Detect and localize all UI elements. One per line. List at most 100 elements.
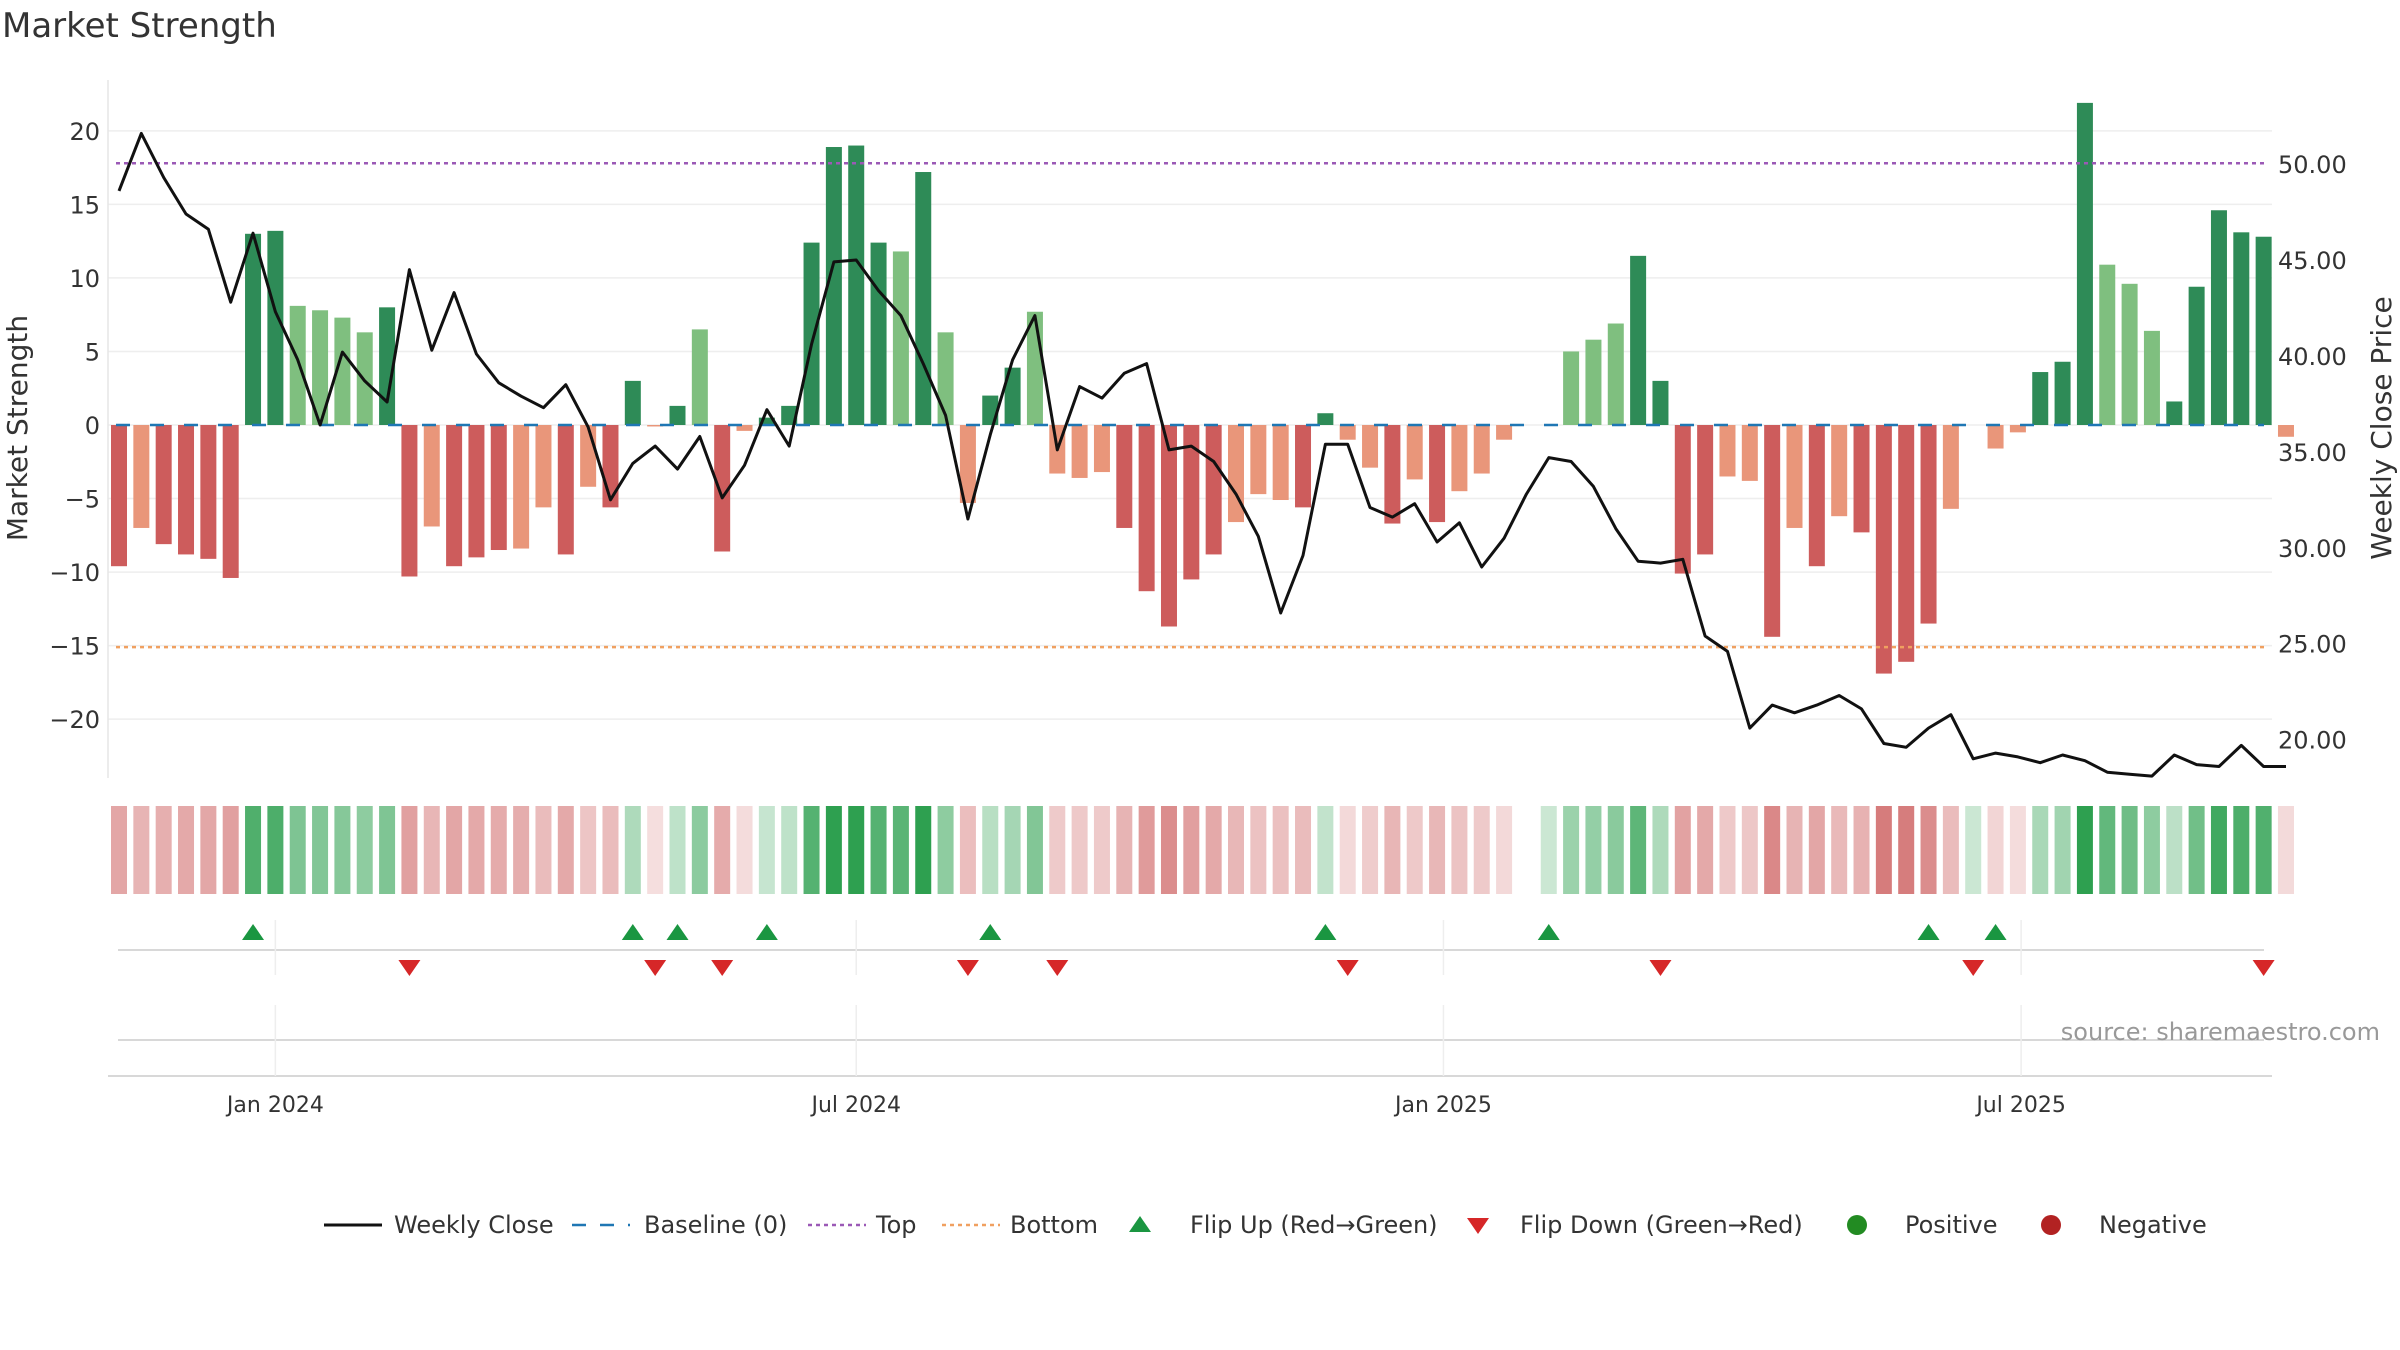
flip-down-marker: [956, 960, 979, 976]
y-tick-right-label: 40.00: [2278, 343, 2347, 371]
strength-bar: [803, 242, 820, 425]
x-tick-label: Jan 2025: [1393, 1093, 1492, 1118]
y-tick-left-label: 20: [69, 118, 100, 146]
heat-band-cell: [1071, 806, 1088, 894]
heat-band-cell: [1026, 806, 1043, 894]
strength-bar: [2054, 361, 2071, 425]
strength-bar: [825, 147, 842, 425]
heat-band-cell: [937, 806, 954, 894]
x-tick-label: Jul 2024: [809, 1093, 901, 1118]
heat-band-cell: [1563, 806, 1580, 894]
heat-band-cell: [1719, 806, 1736, 894]
flip-up-marker: [979, 924, 1002, 940]
heat-band-cell: [1272, 806, 1289, 894]
y-tick-left-label: 5: [85, 338, 100, 366]
strength-bar: [1451, 425, 1468, 492]
strength-bar: [1808, 425, 1825, 567]
strength-bar: [1205, 425, 1222, 555]
heat-band-cell: [870, 806, 887, 894]
legend-swatch-flip-up: [1129, 1216, 1151, 1232]
strength-bar: [1473, 425, 1490, 474]
strength-bar: [1875, 425, 1892, 674]
strength-bar: [1831, 425, 1848, 517]
y-tick-right-label: 45.00: [2278, 247, 2347, 275]
heat-band-cell: [1630, 806, 1647, 894]
y-tick-left-label: −20: [49, 706, 100, 734]
heat-band-cell: [155, 806, 172, 894]
heat-band-cell: [2255, 806, 2272, 894]
strength-bar: [557, 425, 574, 555]
flip-down-marker: [398, 960, 421, 976]
heat-band-cell: [1875, 806, 1892, 894]
heat-band-cell: [892, 806, 909, 894]
heat-band-cell: [513, 806, 530, 894]
y-tick-right-label: 20.00: [2278, 727, 2347, 755]
strength-bar: [691, 329, 708, 425]
strength-bar: [1987, 425, 2004, 449]
y-tick-left-label: 0: [85, 412, 100, 440]
strength-bar: [848, 145, 865, 425]
strength-bar: [289, 305, 306, 425]
legend-label: Weekly Close: [394, 1211, 554, 1239]
strength-bar: [1741, 425, 1758, 481]
strength-bar: [513, 425, 530, 549]
heat-band-cell: [803, 806, 820, 894]
heat-band-cell: [1116, 806, 1133, 894]
strength-bar: [1183, 425, 1200, 580]
y-tick-right-label: 30.00: [2278, 535, 2347, 563]
strength-bar: [1630, 255, 1647, 425]
heat-band-cell: [669, 806, 686, 894]
heat-band-cell: [1183, 806, 1200, 894]
strength-bar: [781, 405, 798, 425]
heat-band-cell: [1384, 806, 1401, 894]
strength-bar: [580, 425, 597, 487]
y-tick-left-label: 15: [69, 191, 100, 219]
heat-band-cell: [111, 806, 127, 894]
heat-band-cell: [133, 806, 150, 894]
y-tick-left-label: −5: [65, 486, 100, 514]
strength-bar: [468, 425, 485, 558]
strength-bar: [2143, 330, 2160, 425]
y-tick-left-label: −10: [49, 559, 100, 587]
heat-band-cell: [312, 806, 329, 894]
heat-band-cell: [1451, 806, 1468, 894]
strength-bar: [1898, 425, 1915, 662]
strength-bar: [155, 425, 172, 545]
strength-bar: [312, 310, 329, 425]
heat-band-cell: [1920, 806, 1937, 894]
heat-band-cell: [423, 806, 440, 894]
heat-band-cell: [289, 806, 306, 894]
flip-up-marker: [242, 924, 265, 940]
heat-band-cell: [2166, 806, 2183, 894]
strength-bar: [1116, 425, 1133, 528]
strength-bar: [222, 425, 239, 578]
strength-bar: [1384, 425, 1401, 524]
strength-bar: [915, 172, 932, 425]
strength-bar: [401, 425, 418, 577]
heat-band-cell: [915, 806, 932, 894]
flip-down-marker: [1649, 960, 1672, 976]
heat-band-cell: [1250, 806, 1267, 894]
heat-band-cell: [379, 806, 396, 894]
strength-bar: [178, 425, 195, 555]
heat-band-cell: [1049, 806, 1066, 894]
strength-bar: [1719, 425, 1736, 477]
strength-bar: [1160, 425, 1177, 627]
heat-band-cell: [1898, 806, 1915, 894]
heat-band-cell: [2054, 806, 2071, 894]
heat-band-cell: [1607, 806, 1624, 894]
heat-band-cell: [2188, 806, 2205, 894]
strength-bar: [1138, 425, 1155, 592]
strength-bar: [1585, 339, 1602, 425]
strength-bar: [1563, 351, 1580, 425]
heat-band-cell: [267, 806, 284, 894]
y-tick-left-label: 10: [69, 265, 100, 293]
strength-bar: [1071, 425, 1088, 478]
strength-bar: [2099, 264, 2116, 425]
flip-up-marker: [755, 924, 778, 940]
flip-down-marker: [2252, 960, 2275, 976]
strength-bar: [1250, 425, 1267, 495]
flip-down-marker: [644, 960, 667, 976]
heat-band-cell: [1764, 806, 1781, 894]
